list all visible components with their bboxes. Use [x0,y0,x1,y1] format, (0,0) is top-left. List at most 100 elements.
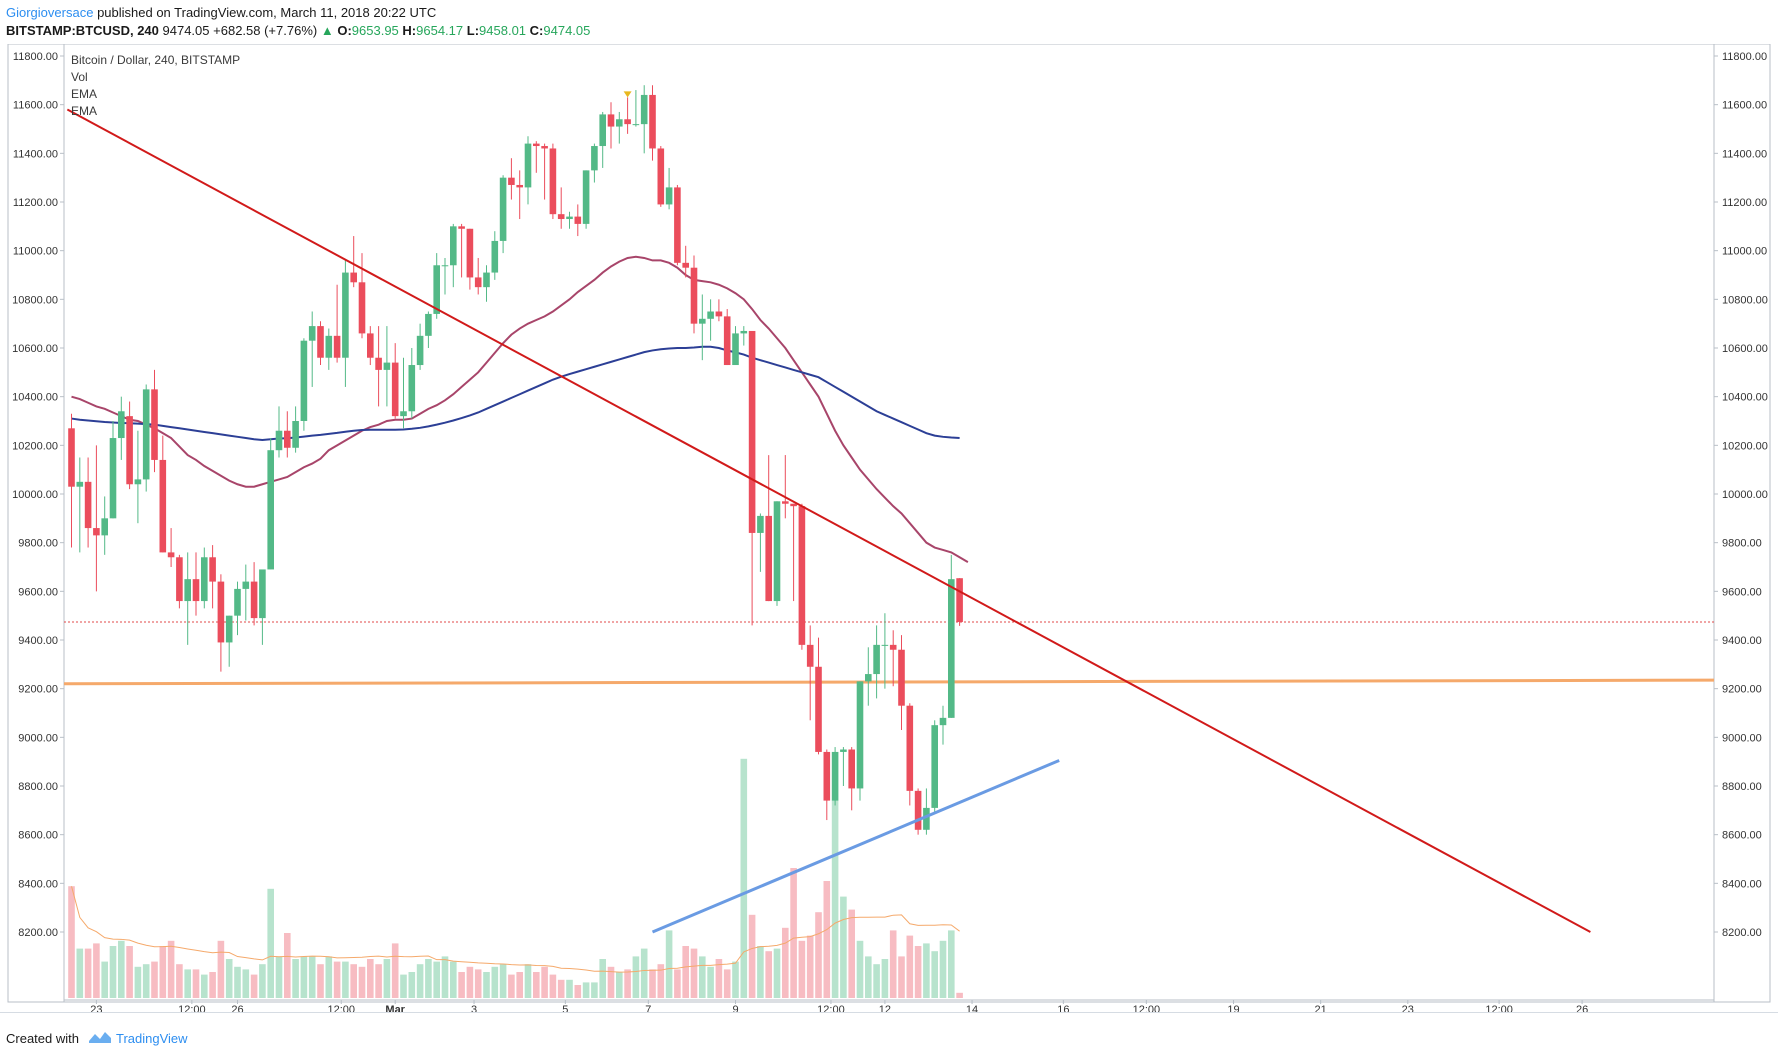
candle-body [176,557,183,602]
volume-bar [68,886,75,998]
x-tick-label: 14 [966,1004,978,1012]
candle-body [93,528,100,536]
volume-bar [358,966,366,998]
trend-drawings [66,108,1591,934]
indicator-ema-2: EMA [71,104,97,118]
chart-header: Giorgioversace published on TradingView.… [0,0,1778,44]
candle-body [209,557,216,582]
candle-body [948,579,955,718]
volume-bar [167,940,175,998]
close-label: C: [529,23,544,38]
y-tick-right: 8800.00 [1722,781,1762,793]
volume-bar [574,985,582,998]
candle-body [674,187,681,263]
candle-body [723,316,731,366]
volume-bar [483,972,490,998]
volume-bar [450,961,457,998]
candle-body [408,365,416,412]
author-link[interactable]: Giorgioversace [6,5,94,20]
volume-bar [391,943,399,998]
candle-body [790,503,797,507]
downtrend-line[interactable] [66,108,1591,933]
candle-body [748,330,756,533]
volume-bar [831,800,839,998]
tradingview-logo-icon[interactable] [88,1029,112,1045]
volume-bar [491,966,499,998]
candle-body [624,119,631,125]
candle-body [101,518,108,536]
volume-bar [325,956,333,998]
x-tick-label: 16 [1057,1004,1069,1012]
candle-body [889,644,897,650]
volume-bar [931,951,938,998]
volume-bar [317,964,324,998]
volume-bar [234,966,241,998]
candles [68,85,963,835]
volume-bar [109,946,117,998]
volume-bar [732,961,739,998]
candle-body [358,282,366,334]
candle-body [782,501,789,504]
ema-fast-line [71,255,969,563]
y-tick-left: 9400.00 [18,635,58,647]
candle-body [533,143,540,147]
y-tick-right: 9000.00 [1722,732,1762,744]
y-tick-left: 10000.00 [12,489,58,501]
uptrend-line[interactable] [651,759,1060,934]
x-tick-label: 12 [879,1004,891,1012]
symbol-line: BITSTAMP:BTCUSD, 240 9474.05 +682.58 (+7… [6,23,590,38]
x-tick-label: 12:00 [327,1004,355,1012]
candle-body [765,515,772,602]
chart-area[interactable]: 11800.00 11600.00 11400.00 11200.00 11000.00… [0,44,1778,1012]
candle-body [549,148,557,215]
candle-body [939,717,947,726]
candle-body [898,649,905,706]
candle-body [474,277,482,288]
candle-body [591,146,598,171]
price-chart[interactable]: 11800.00 11600.00 11400.00 11200.00 11000.00… [0,44,1778,1012]
support-line[interactable] [63,678,1715,686]
y-tick-right: 8400.00 [1722,878,1762,890]
y-tick-left: 9600.00 [18,586,58,598]
candle-body [640,94,648,125]
volume-bar [101,961,108,998]
volume-bar [549,974,557,998]
y-tick-left: 11200.00 [13,197,58,209]
candle-body [325,335,333,358]
volume-bar [657,964,665,998]
candle-body [906,705,914,791]
indicator-vol: Vol [71,70,88,84]
x-tick-label: 12:00 [1133,1004,1161,1012]
candle-body [541,146,548,149]
y-tick-right: 11000.00 [1722,246,1767,258]
volume-bar [433,961,440,998]
volume-bar [267,888,274,998]
y-tick-right: 8600.00 [1722,830,1762,842]
up-arrow-icon: ▲ [320,23,334,38]
y-tick-right: 8200.00 [1722,927,1762,939]
y-tick-left: 11800.00 [13,51,58,63]
x-tick-label: 26 [1576,1004,1588,1012]
candle-body [259,569,266,619]
candle-body [491,240,499,273]
candle-body [234,588,241,616]
volume-bar [76,948,84,998]
volume-bar [881,959,889,998]
x-tick-label: 19 [1227,1004,1239,1012]
y-tick-right: 10800.00 [1722,294,1768,306]
x-tick-label: 7 [645,1004,651,1012]
candle-body [142,389,150,480]
volume-bar [557,979,565,998]
volume-bar [674,969,681,998]
last-price: 9474.05 [162,23,210,38]
volume-bar [740,758,748,998]
volume-bar [582,982,590,998]
candle-body [607,114,615,127]
y-tick-left: 10200.00 [12,440,58,452]
y-tick-right: 9600.00 [1722,586,1762,598]
candle-body [450,226,457,266]
volume-bar [533,972,540,998]
tradingview-link[interactable]: TradingView [116,1031,188,1046]
open-label: O: [337,23,352,38]
candle-body [665,187,673,205]
